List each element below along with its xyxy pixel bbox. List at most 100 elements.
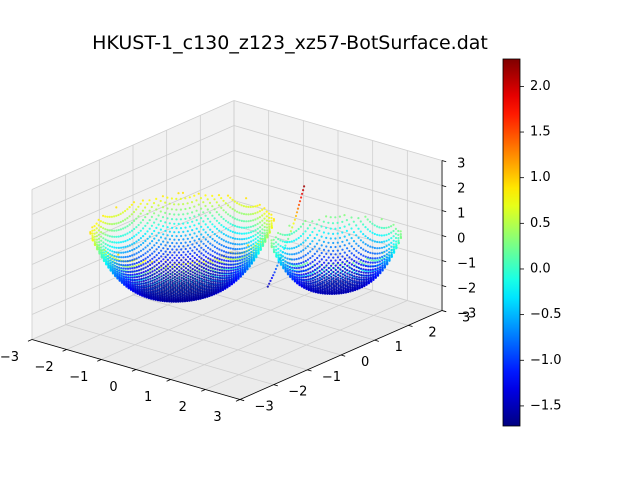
data-point [133,270,136,273]
data-point [334,216,337,219]
data-point [198,238,201,241]
data-point [366,228,369,231]
data-point [360,280,363,283]
data-point [125,278,128,281]
data-point [120,246,123,249]
data-point [171,226,174,229]
data-point [195,209,198,212]
data-point [318,247,321,250]
data-point [383,234,386,237]
data-point [355,234,358,237]
data-point [243,251,246,254]
data-point [291,274,294,277]
data-point [200,207,203,210]
data-point [353,281,356,284]
data-point [95,235,98,238]
data-point [188,196,191,199]
data-point [371,246,374,249]
data-point [348,280,351,283]
data-point [339,258,342,261]
data-point [275,251,278,254]
data-point [198,244,201,247]
data-point [198,283,201,286]
data-point [288,240,291,244]
data-point [245,237,248,240]
data-point [366,236,369,240]
data-point [355,269,358,272]
colorbar-tick-label: −1.5 [530,398,562,413]
data-point [196,266,199,270]
data-point [395,243,398,246]
data-point [207,274,210,277]
data-point [309,250,312,253]
data-point [316,256,319,260]
data-point [311,220,314,223]
data-point [392,248,395,251]
data-point [182,272,185,275]
data-point [192,283,195,286]
data-point [321,278,324,281]
data-point [104,222,107,225]
data-point [371,261,374,264]
data-point [247,252,251,255]
data-point [250,240,253,243]
data-point [185,281,188,284]
data-point [102,255,105,258]
data-point [302,265,305,268]
data-point [392,246,395,249]
data-point [162,247,165,250]
data-point [122,264,125,267]
data-point [140,275,143,278]
data-point [107,260,110,263]
data-point [100,235,103,238]
data-point [322,240,325,243]
data-point [259,230,262,233]
data-point [376,257,379,260]
data-point [182,269,185,272]
data-point [129,284,132,287]
colorbar: −1.5−1.0−0.50.00.51.01.52.0 [502,58,562,427]
data-point [147,281,150,284]
data-point [306,252,310,255]
data-point [355,275,358,278]
data-point [252,251,255,255]
data-point [174,293,177,296]
data-point [150,224,153,227]
data-point [131,267,134,270]
data-point [176,287,179,290]
data-point [194,292,197,295]
data-point [153,244,156,247]
data-point [270,213,273,216]
data-point [263,238,267,241]
data-point [392,239,395,242]
data-point [150,232,154,235]
data-point [300,276,303,279]
data-point [133,248,136,251]
data-point [247,245,250,248]
data-point [247,241,250,244]
data-point [257,245,260,248]
data-point [146,222,149,225]
data-point [206,198,209,201]
data-point [173,256,176,259]
data-point [256,217,259,220]
data-point [376,252,379,255]
data-point [135,266,138,269]
data-point [299,225,302,228]
data-point [284,263,287,266]
data-point [174,288,177,291]
data-point [167,277,170,280]
data-point [353,275,356,278]
data-point [272,249,276,252]
data-point [294,214,298,218]
data-point [223,282,226,285]
data-point [93,240,96,243]
data-point [335,282,338,285]
data-point [171,259,174,262]
data-point [102,257,105,260]
data-point [154,292,157,295]
data-point [224,202,227,205]
data-point [147,285,150,288]
data-point [109,249,112,252]
data-point [146,244,149,247]
